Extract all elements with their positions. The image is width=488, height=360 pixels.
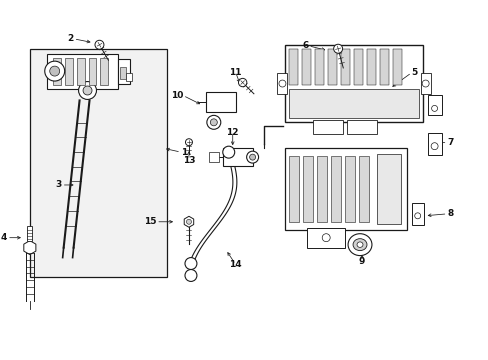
Ellipse shape	[347, 234, 371, 256]
Text: 7: 7	[447, 138, 453, 147]
Bar	[392, 49, 401, 85]
Circle shape	[210, 119, 217, 126]
Text: 9: 9	[358, 257, 365, 266]
Bar	[120, 67, 126, 78]
Bar	[302, 49, 311, 85]
Circle shape	[184, 270, 197, 282]
Text: 11: 11	[229, 68, 242, 77]
Circle shape	[206, 115, 221, 129]
Text: 12: 12	[226, 128, 239, 137]
Text: 2: 2	[67, 34, 74, 43]
Bar	[411, 203, 423, 225]
Bar	[88, 58, 96, 85]
Bar	[358, 156, 368, 222]
Bar	[345, 156, 354, 222]
Bar	[313, 120, 343, 134]
Bar	[346, 120, 376, 134]
Bar	[47, 54, 118, 89]
Bar	[420, 73, 430, 94]
Text: 6: 6	[302, 41, 307, 50]
Bar	[27, 226, 32, 241]
Bar	[223, 148, 252, 166]
Circle shape	[414, 213, 420, 219]
Bar	[427, 133, 441, 155]
Bar	[317, 156, 326, 222]
Circle shape	[246, 151, 258, 163]
Circle shape	[431, 105, 437, 111]
Circle shape	[184, 257, 197, 270]
Circle shape	[95, 40, 104, 49]
Bar	[327, 49, 336, 85]
Circle shape	[50, 66, 60, 76]
Bar	[53, 58, 61, 85]
Circle shape	[322, 234, 329, 242]
Bar	[285, 45, 422, 122]
Bar	[205, 93, 235, 112]
Circle shape	[79, 82, 96, 99]
Circle shape	[45, 61, 64, 81]
Circle shape	[185, 139, 192, 146]
Text: 14: 14	[229, 260, 242, 269]
Circle shape	[333, 44, 342, 53]
Text: 10: 10	[170, 91, 183, 100]
Bar	[277, 73, 287, 94]
Bar	[341, 49, 349, 85]
Text: 4: 4	[0, 233, 7, 242]
Circle shape	[83, 86, 92, 95]
Text: 8: 8	[447, 209, 453, 218]
Bar	[427, 95, 441, 115]
Bar	[289, 49, 298, 85]
Bar	[118, 59, 130, 84]
Polygon shape	[24, 241, 36, 255]
Bar	[285, 148, 406, 230]
Bar	[30, 49, 167, 278]
Bar	[353, 49, 362, 85]
Circle shape	[186, 219, 191, 224]
Bar	[289, 89, 418, 118]
Bar	[306, 228, 345, 248]
Text: 5: 5	[411, 68, 417, 77]
Bar	[315, 49, 324, 85]
Text: 1: 1	[181, 148, 187, 157]
Bar	[330, 156, 341, 222]
Circle shape	[238, 78, 246, 87]
Text: 3: 3	[55, 180, 61, 189]
Bar	[376, 154, 400, 224]
Circle shape	[249, 154, 255, 160]
Bar	[100, 58, 108, 85]
Bar	[126, 73, 132, 81]
Ellipse shape	[356, 242, 362, 247]
Bar	[366, 49, 375, 85]
Circle shape	[421, 80, 428, 87]
Bar	[379, 49, 388, 85]
Text: 15: 15	[143, 217, 156, 226]
Bar	[289, 156, 299, 222]
Bar	[77, 58, 84, 85]
Polygon shape	[184, 216, 193, 227]
Bar	[303, 156, 313, 222]
Circle shape	[278, 80, 285, 87]
Circle shape	[223, 146, 234, 158]
Text: 13: 13	[183, 156, 195, 165]
Ellipse shape	[352, 239, 366, 251]
Bar	[208, 152, 218, 162]
Circle shape	[430, 143, 437, 150]
Bar	[64, 58, 72, 85]
